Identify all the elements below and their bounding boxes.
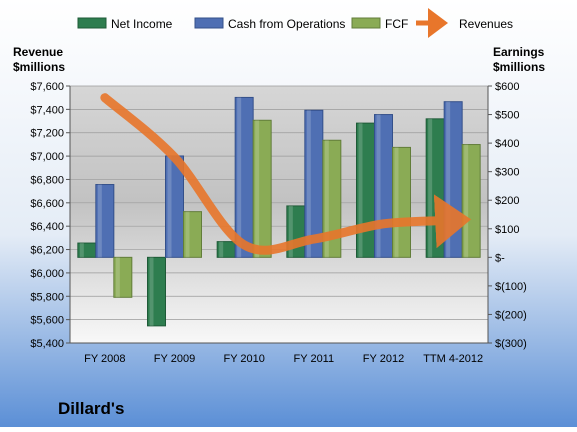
right-tick-label: $500	[495, 110, 519, 122]
right-axis-label-line1: Earnings	[493, 45, 545, 59]
right-tick-label: $600	[495, 81, 519, 93]
right-tick-label: $(100)	[495, 281, 527, 293]
left-tick-label: $6,600	[30, 198, 64, 210]
bar-highlight	[97, 184, 102, 258]
bar-highlight	[324, 140, 329, 258]
x-tick-label: FY 2008	[84, 353, 125, 365]
bar-net-income	[147, 256, 166, 327]
left-axis-label-line2: $millions	[13, 60, 65, 74]
bar-highlight	[255, 120, 260, 258]
chart-title: Dillard's	[58, 399, 124, 418]
bar-highlight	[376, 114, 381, 258]
left-tick-label: $7,600	[30, 81, 64, 93]
bar-highlight	[219, 241, 224, 258]
bar-fcf	[113, 256, 133, 298]
left-tick-label: $5,600	[30, 315, 64, 327]
left-tick-label: $5,400	[30, 338, 64, 350]
bar-highlight	[185, 211, 190, 258]
bar-highlight	[306, 110, 311, 258]
axes: $7,600 $7,400 $7,200 $7,000 $6,800 $6,600 $6,4…	[30, 81, 526, 365]
legend-label-net-income: Net Income	[111, 17, 173, 31]
bar-cash-from-operations	[95, 184, 115, 258]
left-tick-label: $6,000	[30, 268, 64, 280]
left-axis-label-line1: Revenue	[13, 45, 63, 59]
revenue-line-path	[100, 93, 472, 255]
legend-label-cash-from-operations: Cash from Operations	[228, 17, 345, 31]
revenue-line	[100, 93, 472, 255]
legend-swatch-cash-from-operations	[194, 17, 224, 29]
bar-highlight	[464, 144, 469, 258]
right-tick-label: $200	[495, 195, 519, 207]
x-tick-label: FY 2009	[154, 353, 195, 365]
left-tick-label: $5,800	[30, 291, 64, 303]
right-tick-label: $(200)	[495, 309, 527, 321]
right-tick-label: $400	[495, 138, 519, 150]
bar-highlight	[446, 101, 451, 258]
bar-highlight	[288, 205, 293, 258]
bar-fcf	[183, 211, 202, 258]
bar-fcf	[322, 139, 342, 258]
x-tick-label: TTM 4-2012	[423, 353, 483, 365]
bar-highlight	[394, 147, 399, 258]
right-tick-label: $300	[495, 167, 519, 179]
bar-highlight	[115, 257, 120, 298]
legend: Net Income Cash from Operations FCF Reve…	[77, 8, 513, 38]
legend-swatch-net-income	[77, 17, 107, 29]
left-tick-label: $6,800	[30, 174, 64, 186]
x-tick-label: FY 2011	[294, 353, 335, 365]
right-tick-label: $-	[495, 252, 505, 264]
legend-label-fcf: FCF	[385, 17, 408, 31]
x-tick-label: FY 2012	[363, 353, 404, 365]
left-tick-label: $6,400	[30, 221, 64, 233]
bar-highlight	[79, 243, 84, 258]
bar-highlight	[167, 155, 172, 258]
legend-label-revenues: Revenues	[459, 17, 513, 31]
x-tick-label: FY 2010	[223, 353, 264, 365]
right-axis-label-line2: $millions	[493, 60, 545, 74]
bar-fcf	[252, 119, 272, 258]
right-tick-label: $(300)	[495, 338, 527, 350]
left-tick-label: $6,200	[30, 245, 64, 257]
bar-highlight	[237, 97, 242, 258]
right-tick-label: $100	[495, 224, 519, 236]
legend-swatch-fcf	[351, 17, 381, 29]
bar-highlight	[358, 123, 363, 258]
bar-highlight	[428, 118, 433, 258]
left-tick-label: $7,400	[30, 104, 64, 116]
left-tick-label: $7,000	[30, 151, 64, 163]
left-tick-label: $7,200	[30, 128, 64, 140]
bar-highlight	[149, 257, 154, 326]
bar-fcf	[392, 146, 411, 258]
